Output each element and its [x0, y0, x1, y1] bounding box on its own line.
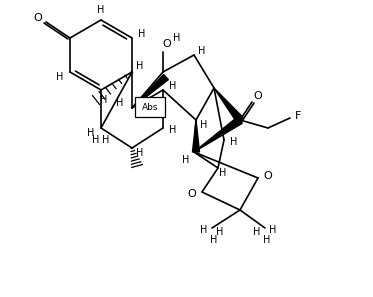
Text: H: H	[87, 128, 95, 138]
Text: H: H	[116, 98, 124, 108]
Text: H: H	[136, 61, 144, 71]
Text: H: H	[100, 95, 108, 105]
Text: H: H	[263, 235, 271, 245]
Polygon shape	[194, 117, 242, 152]
Polygon shape	[192, 120, 200, 152]
Text: H: H	[138, 29, 146, 39]
Text: H: H	[216, 227, 224, 237]
Text: H: H	[173, 33, 181, 43]
Text: H: H	[56, 72, 64, 82]
Text: H: H	[102, 135, 110, 145]
Text: F: F	[295, 111, 301, 121]
Polygon shape	[132, 75, 168, 108]
Text: H: H	[200, 225, 208, 235]
Text: H: H	[169, 125, 177, 135]
Text: H: H	[198, 46, 206, 56]
Text: H: H	[136, 148, 144, 158]
Text: H: H	[253, 227, 261, 237]
Text: H: H	[92, 135, 100, 145]
Text: H: H	[230, 137, 238, 147]
Text: O: O	[264, 171, 272, 181]
Text: O: O	[34, 13, 43, 23]
Text: H: H	[219, 168, 227, 178]
Text: O: O	[188, 189, 196, 199]
Text: Abs: Abs	[142, 103, 158, 113]
Text: H: H	[169, 81, 177, 91]
Text: H: H	[97, 5, 105, 15]
FancyBboxPatch shape	[135, 97, 165, 117]
Text: H: H	[269, 225, 277, 235]
Polygon shape	[214, 88, 243, 123]
Text: H: H	[182, 155, 190, 165]
Text: O: O	[163, 39, 171, 49]
Text: O: O	[254, 91, 262, 101]
Text: H: H	[200, 120, 208, 130]
Text: H: H	[210, 235, 218, 245]
